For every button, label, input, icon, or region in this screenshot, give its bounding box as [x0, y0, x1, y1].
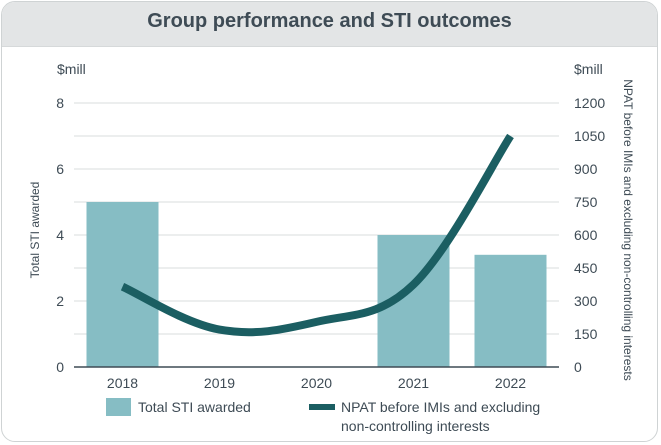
right-tick-label: 750 — [574, 194, 598, 210]
bars-layer — [86, 202, 547, 367]
left-tick-label: 4 — [56, 227, 64, 243]
x-tick-label: 2018 — [107, 375, 138, 391]
left-tick-label: 8 — [56, 95, 64, 111]
right-tick-label: 1200 — [574, 95, 605, 111]
right-tick-label: 300 — [574, 293, 598, 309]
chart-title: Group performance and STI outcomes — [147, 10, 512, 32]
axis-layer: 0 150 300 450 600 750 900 1050 1200 0 2 4 6 8 2018 2019… — [56, 95, 605, 391]
x-tick-label: 2021 — [398, 375, 429, 391]
x-tick-label: 2020 — [301, 375, 332, 391]
npat-line — [120, 133, 514, 337]
legend-label-npat-line2: non-controlling interests — [341, 418, 490, 434]
legend-swatch-npat — [309, 404, 335, 410]
legend-label-sti: Total STI awarded — [138, 399, 251, 415]
x-tick-label: 2019 — [204, 375, 235, 391]
right-tick-label: 0 — [574, 359, 582, 375]
right-tick-label: 900 — [574, 161, 598, 177]
legend-swatch-sti — [106, 398, 131, 416]
left-unit-label: $mill — [57, 61, 86, 77]
right-tick-label: 1050 — [574, 128, 605, 144]
legend: Total STI awarded NPAT before IMIs and e… — [106, 398, 540, 434]
right-axis-title: NPAT before IMIs and excluding non-contr… — [621, 79, 635, 381]
right-tick-label: 600 — [574, 227, 598, 243]
right-tick-label: 150 — [574, 326, 598, 342]
left-tick-label: 0 — [56, 359, 64, 375]
right-tick-label: 450 — [574, 260, 598, 276]
right-unit-label: $mill — [574, 61, 603, 77]
left-tick-label: 2 — [56, 293, 64, 309]
x-tick-label: 2022 — [495, 375, 526, 391]
left-tick-label: 6 — [56, 161, 64, 177]
title-band: Group performance and STI outcomes — [2, 2, 657, 47]
bar-sti — [86, 202, 159, 367]
bar-sti — [474, 254, 547, 367]
line-layer — [120, 133, 514, 337]
left-axis-title: Total STI awarded — [28, 182, 42, 279]
legend-label-npat-line1: NPAT before IMIs and excluding — [341, 399, 540, 415]
